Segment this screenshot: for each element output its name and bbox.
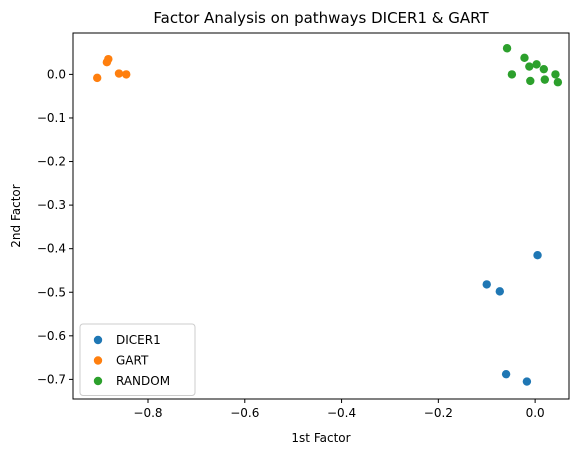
y-tick-label: −0.5	[37, 285, 66, 299]
point-gart	[92, 73, 102, 83]
legend-label-dicer1: DICER1	[116, 333, 161, 347]
point-random	[539, 64, 549, 74]
point-dicer1	[533, 251, 542, 260]
x-tick-label: −0.2	[424, 406, 453, 420]
point-dicer1	[482, 280, 491, 289]
x-tick-label: 0.0	[526, 406, 545, 420]
legend-label-random: RANDOM	[116, 374, 170, 388]
legend-box	[79, 323, 196, 396]
legend-marker-dicer1	[93, 335, 103, 345]
y-tick-label: −0.1	[37, 111, 66, 125]
point-dicer1	[495, 287, 505, 296]
point-random	[532, 60, 541, 69]
point-random	[551, 70, 560, 79]
y-tick-label: −0.6	[37, 329, 66, 343]
legend-label-gart: GART	[116, 354, 149, 368]
point-dicer1	[501, 369, 511, 379]
x-tick-label: −0.8	[133, 406, 162, 420]
x-tick-label: −0.4	[327, 406, 356, 420]
point-random	[526, 76, 535, 86]
point-random	[507, 70, 517, 79]
point-random	[520, 53, 529, 63]
y-tick-label: −0.3	[37, 198, 66, 212]
y-tick-label: 0.0	[47, 67, 66, 81]
point-gart	[114, 69, 124, 78]
legend: DICER1 GART RANDOM	[79, 323, 196, 396]
point-random	[502, 44, 512, 53]
legend-marker-gart	[93, 356, 103, 365]
chart-title: Factor Analysis on pathways DICER1 & GAR…	[153, 9, 489, 27]
y-tick-label: −0.4	[37, 242, 66, 256]
point-random	[525, 62, 534, 71]
point-random	[553, 78, 563, 87]
plot-frame	[72, 32, 570, 400]
point-random	[540, 75, 550, 84]
x-axis-label: 1st Factor	[291, 431, 350, 445]
legend-marker-random	[93, 376, 103, 386]
y-tick-label: −0.2	[37, 155, 66, 169]
x-tick-label: −0.6	[230, 406, 259, 420]
point-gart	[102, 57, 112, 67]
x-axis: −0.8 −0.6 −0.4 −0.2 0.0	[133, 399, 545, 420]
point-gart	[122, 70, 131, 79]
point-dicer1	[522, 377, 532, 386]
y-axis-label: 2nd Factor	[9, 184, 23, 247]
points-layer	[92, 44, 563, 386]
y-axis: 0.0 −0.1 −0.2 −0.3 −0.4 −0.5 −0.6 −0.7	[37, 67, 73, 386]
y-tick-label: −0.7	[37, 372, 66, 386]
